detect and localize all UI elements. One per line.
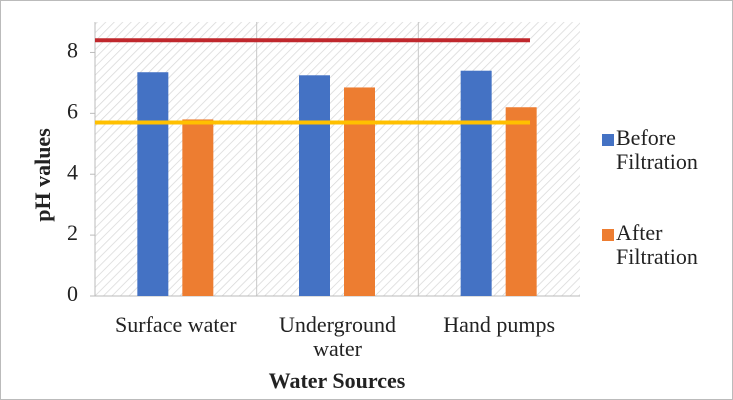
legend-label: Before Filtration [616, 125, 698, 174]
bar [505, 107, 537, 296]
y-tick-label: 2 [67, 220, 78, 245]
bar [299, 75, 330, 297]
bar [460, 70, 492, 296]
legend-swatch [602, 134, 614, 146]
y-tick-label: 8 [67, 37, 78, 62]
x-axis-label: Water Sources [269, 368, 406, 393]
bar [182, 119, 214, 296]
bar [344, 87, 375, 296]
legend-swatch [602, 229, 614, 241]
x-tick-label: Underground water [279, 312, 396, 361]
legend-label: After Filtration [616, 220, 698, 269]
y-axis-label: pH values [30, 128, 55, 222]
x-tick-label: Hand pumps [443, 312, 556, 337]
bar [137, 72, 169, 296]
y-tick-label: 4 [67, 159, 78, 184]
plot-background [95, 22, 580, 296]
y-tick-label: 6 [67, 98, 78, 123]
y-tick-label: 0 [67, 281, 78, 306]
x-tick-label: Surface water [115, 312, 237, 337]
